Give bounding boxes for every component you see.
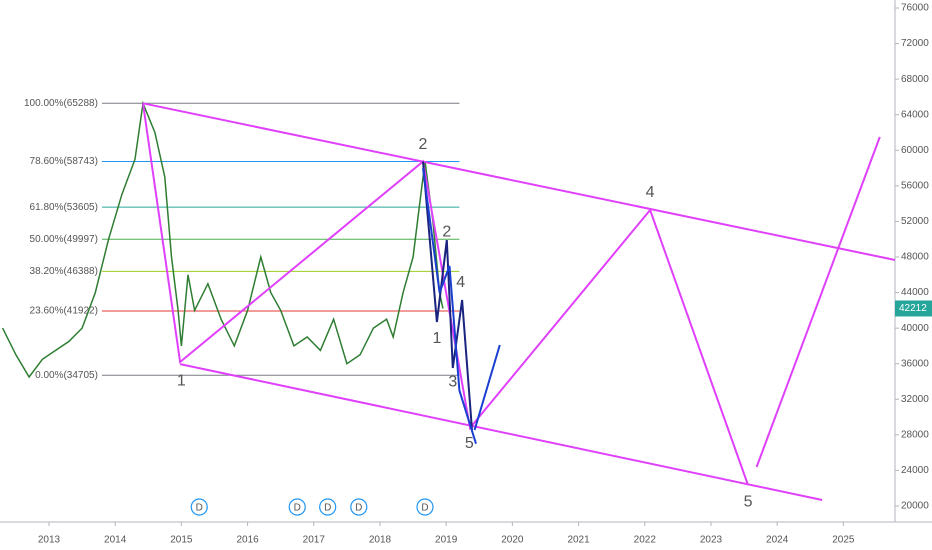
y-tick-label: 36000 bbox=[901, 358, 929, 369]
fib-label: 23.60%(41922) bbox=[30, 306, 98, 317]
fib-label: 78.60%(58743) bbox=[30, 156, 98, 167]
x-tick-label: 2021 bbox=[567, 535, 590, 546]
y-tick-label: 40000 bbox=[901, 323, 929, 334]
last-price-label: 42212 bbox=[899, 303, 927, 314]
wave-label: 3 bbox=[448, 374, 457, 391]
y-tick-label: 32000 bbox=[901, 394, 929, 405]
fib-label: 100.00%(65288) bbox=[24, 98, 98, 109]
wave-drawing bbox=[142, 102, 896, 261]
event-label: D bbox=[421, 503, 428, 514]
wave-drawing bbox=[755, 136, 881, 468]
wave-drawing bbox=[179, 363, 823, 501]
x-tick-label: 2014 bbox=[104, 535, 127, 546]
wave-label: 2 bbox=[419, 136, 428, 153]
y-tick-label: 68000 bbox=[901, 74, 929, 85]
wave-label: 1 bbox=[177, 373, 186, 390]
y-tick-label: 64000 bbox=[901, 109, 929, 120]
x-tick-label: 2024 bbox=[766, 535, 789, 546]
event-marker bbox=[319, 498, 337, 516]
y-tick-label: 44000 bbox=[901, 287, 929, 298]
x-tick-label: 2015 bbox=[170, 535, 193, 546]
wave-label: 2 bbox=[442, 223, 451, 240]
wave-label: 4 bbox=[456, 274, 465, 291]
x-tick-label: 2020 bbox=[501, 535, 524, 546]
wave-label: 5 bbox=[744, 494, 753, 511]
wave-drawing bbox=[142, 103, 749, 486]
fib-label: 61.80%(53605) bbox=[30, 202, 98, 213]
x-tick-label: 2013 bbox=[38, 535, 61, 546]
event-marker bbox=[288, 498, 306, 516]
y-tick-label: 72000 bbox=[901, 38, 929, 49]
x-tick-label: 2016 bbox=[236, 535, 259, 546]
y-tick-label: 28000 bbox=[901, 429, 929, 440]
y-tick-label: 20000 bbox=[901, 501, 929, 512]
wave-label: 1 bbox=[432, 330, 441, 347]
event-label: D bbox=[324, 503, 331, 514]
x-tick-label: 2023 bbox=[700, 535, 723, 546]
x-tick-label: 2019 bbox=[435, 535, 458, 546]
y-tick-label: 48000 bbox=[901, 252, 929, 263]
wave-drawing bbox=[422, 167, 477, 444]
event-marker bbox=[416, 498, 434, 516]
wave-label: 4 bbox=[646, 184, 655, 201]
x-tick-label: 2022 bbox=[634, 535, 657, 546]
x-tick-label: 2025 bbox=[832, 535, 855, 546]
last-price-box bbox=[895, 300, 932, 317]
fib-label: 50.00%(49997) bbox=[30, 234, 98, 245]
price-line bbox=[1, 100, 444, 379]
y-tick-label: 60000 bbox=[901, 145, 929, 156]
event-marker bbox=[350, 498, 368, 516]
event-label: D bbox=[196, 503, 203, 514]
y-tick-label: 24000 bbox=[901, 465, 929, 476]
event-label: D bbox=[355, 503, 362, 514]
wave-label: 5 bbox=[465, 435, 474, 452]
fib-label: 0.00%(34705) bbox=[35, 370, 98, 381]
x-tick-label: 2017 bbox=[303, 535, 326, 546]
event-marker bbox=[190, 498, 208, 516]
event-label: D bbox=[294, 503, 301, 514]
y-tick-label: 56000 bbox=[901, 180, 929, 191]
fib-label: 38.20%(46388) bbox=[30, 266, 98, 277]
wave-drawing bbox=[422, 161, 473, 431]
y-tick-label: 52000 bbox=[901, 216, 929, 227]
y-tick-label: 76000 bbox=[901, 3, 929, 14]
wave-drawing bbox=[473, 344, 501, 431]
x-tick-label: 2018 bbox=[369, 535, 392, 546]
